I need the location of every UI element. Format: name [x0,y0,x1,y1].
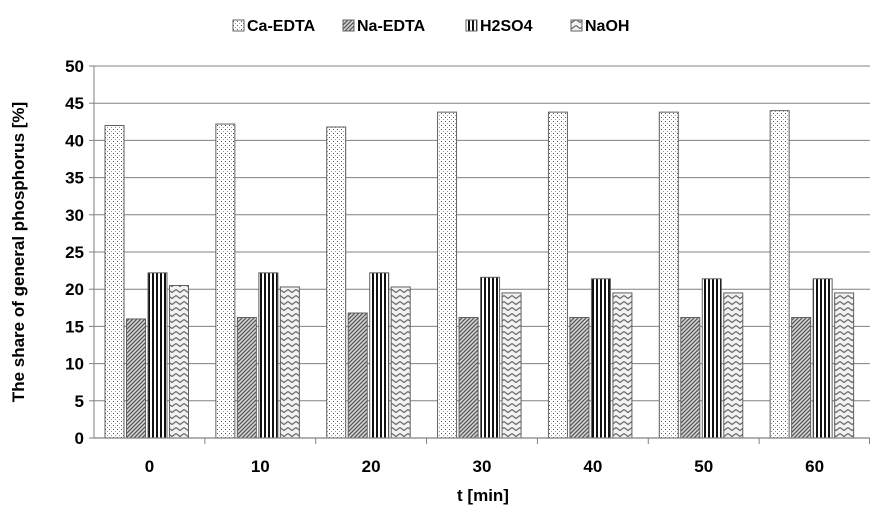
bar-na-edta-10 [236,316,257,439]
grid-lines [89,65,870,439]
legend-label-na-edta: Na-EDTA [357,18,426,35]
bar-naoh-40 [612,292,633,439]
bar-ca-edta-40 [547,111,568,439]
bar-na-edta-30 [458,316,479,439]
y-tick-label-45: 45 [65,94,84,113]
x-axis-title: t [min] [457,486,509,505]
legend-swatch-ca-edta [232,19,245,32]
legend-label-naoh: NaOH [585,18,629,35]
bar-ca-edta-50 [658,111,679,439]
x-tick-labels: 0 10 20 30 40 50 60 [145,457,824,476]
bar-naoh-10 [279,286,300,439]
bar-h2so4-0 [147,272,168,439]
legend: Ca-EDTA Na-EDTA H2SO4 NaOH [232,18,629,35]
x-tick-label-0: 0 [145,457,154,476]
bar-na-edta-40 [569,316,590,439]
y-tick-label-10: 10 [65,355,84,374]
legend-label-h2so4: H2SO4 [480,18,533,35]
bar-naoh-20 [390,286,411,439]
legend-label-ca-edta: Ca-EDTA [247,18,316,35]
y-tick-label-30: 30 [65,206,84,225]
bar-naoh-60 [834,292,855,439]
bar-h2so4-50 [701,278,722,439]
bar-naoh-50 [723,292,744,439]
x-tick-label-30: 30 [473,457,492,476]
y-axis-title: The share of general phosphorus [%] [9,102,28,402]
bar-na-edta-50 [680,316,701,439]
bar-na-edta-20 [347,312,368,439]
y-tick-label-20: 20 [65,280,84,299]
bar-na-edta-60 [791,316,812,439]
y-tick-label-0: 0 [75,429,84,448]
legend-swatch-naoh [570,19,583,32]
y-tick-label-50: 50 [65,57,84,76]
bar-h2so4-30 [480,276,501,439]
y-tick-label-35: 35 [65,169,84,188]
x-tick-label-10: 10 [251,457,270,476]
legend-swatch-na-edta [342,19,355,32]
y-tick-label-25: 25 [65,243,84,262]
bar-naoh-30 [501,292,522,439]
bar-naoh-0 [169,284,189,439]
bar-ca-edta-0 [104,125,125,439]
x-tick-label-20: 20 [362,457,381,476]
y-tick-label-15: 15 [65,317,84,336]
bar-ca-edta-60 [769,110,790,439]
y-tick-labels: 0 5 10 15 20 25 30 35 40 45 50 [65,57,84,448]
bar-h2so4-10 [258,272,279,439]
x-tick-label-60: 60 [805,457,824,476]
y-tick-label-5: 5 [75,392,84,411]
bar-h2so4-60 [812,278,833,439]
bar-h2so4-20 [369,272,390,439]
bar-h2so4-40 [590,278,611,439]
bar-ca-edta-20 [326,126,347,439]
bar-ca-edta-30 [437,111,458,439]
bar-ca-edta-10 [215,123,236,439]
bars [104,110,855,439]
bar-na-edta-0 [126,318,146,439]
y-tick-label-40: 40 [65,131,84,150]
x-tick-label-50: 50 [694,457,713,476]
legend-swatch-h2so4 [465,19,478,32]
x-tick-label-40: 40 [583,457,602,476]
